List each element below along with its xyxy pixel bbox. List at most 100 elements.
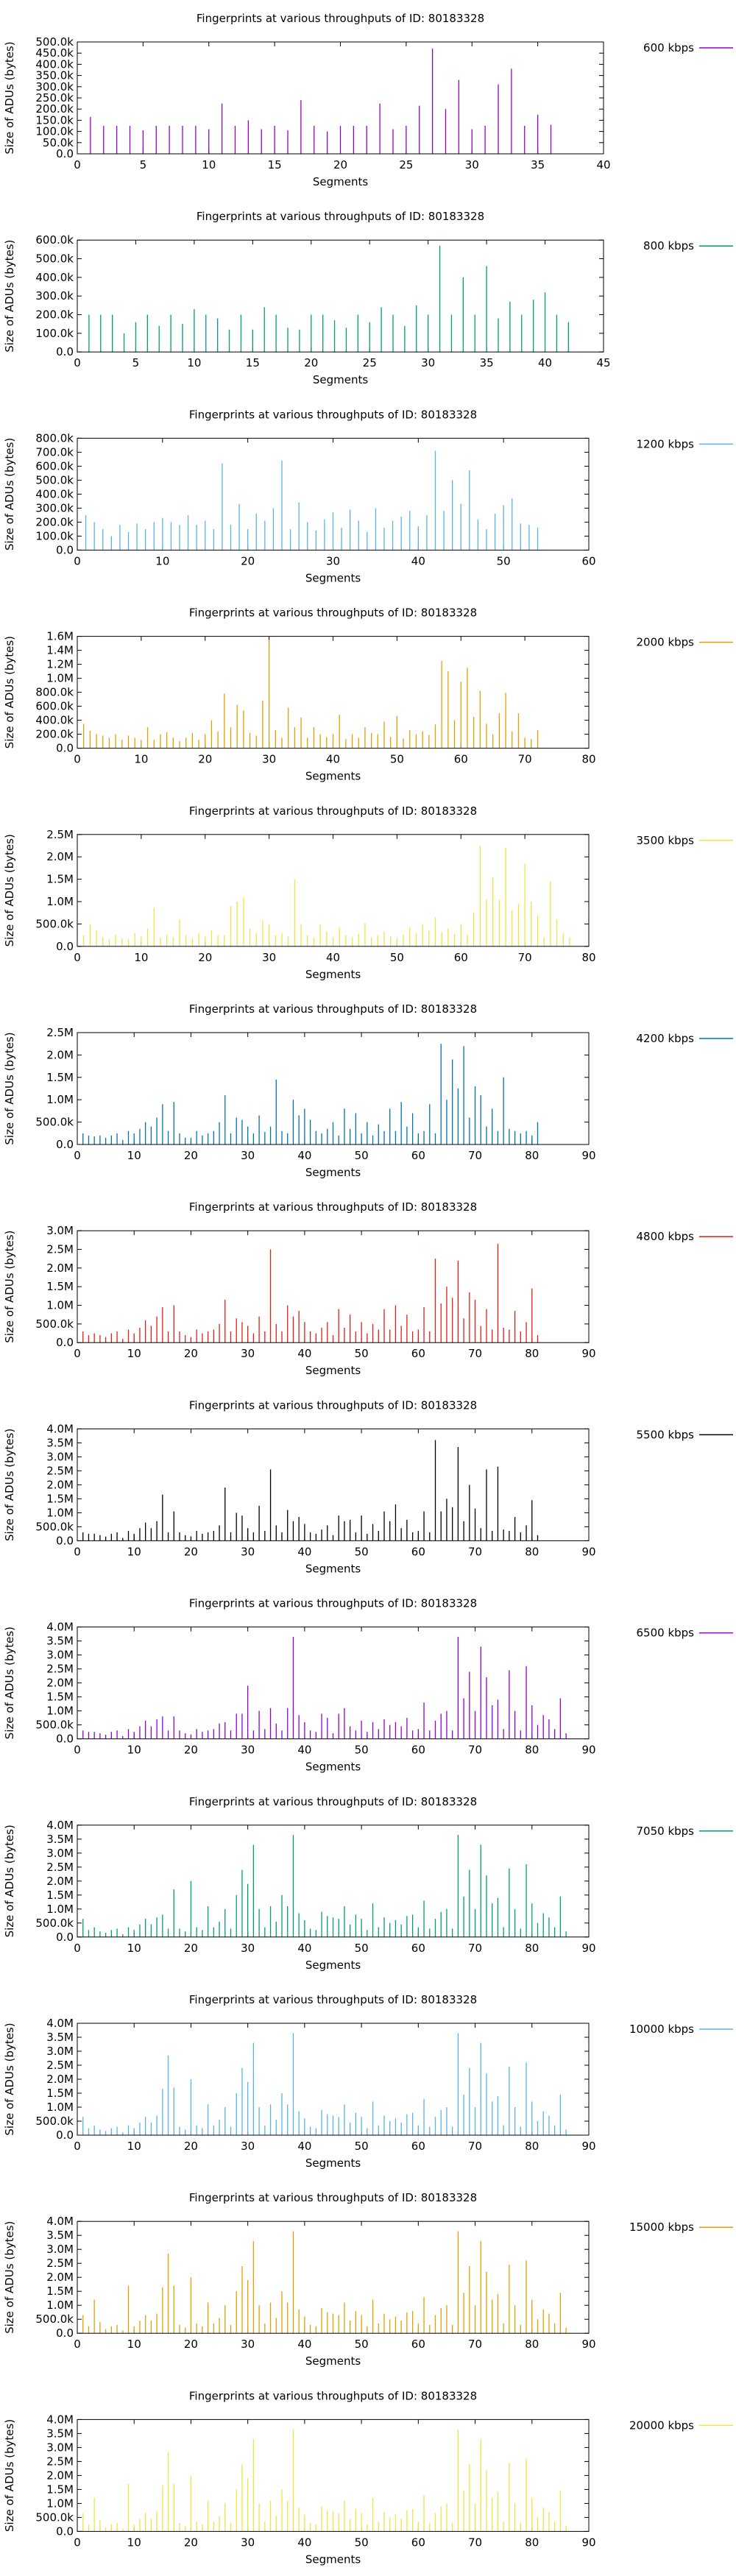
x-tick-label: 20: [184, 1149, 198, 1162]
y-tick-label: 500.0k: [35, 1719, 74, 1732]
x-tick-label: 0: [74, 1149, 81, 1162]
x-tick-label: 90: [581, 1545, 595, 1558]
x-tick-label: 60: [454, 753, 468, 766]
x-tick-label: 0: [74, 2140, 81, 2153]
x-tick-label: 50: [355, 2140, 369, 2153]
y-tick-label: 2.0M: [46, 1048, 74, 1061]
y-tick-label: 0.0: [56, 940, 74, 953]
x-tick-label: 25: [399, 158, 413, 171]
chart-panel: Fingerprints at various throughputs of I…: [3, 1597, 733, 1774]
x-tick-label: 20: [184, 2338, 198, 2351]
x-tick-label: 20: [184, 1942, 198, 1955]
y-tick-label: 500.0k: [35, 35, 74, 49]
y-tick-label: 3.5M: [46, 1436, 74, 1449]
x-tick-label: 30: [465, 158, 479, 171]
y-tick-label: 150.0k: [35, 113, 74, 127]
x-axis-label: Segments: [313, 175, 369, 188]
x-axis-label: Segments: [305, 1761, 361, 1774]
legend-label: 7050 kbps: [637, 1825, 695, 1838]
y-tick-label: 4.0M: [46, 1422, 74, 1435]
x-tick-label: 80: [525, 1942, 539, 1955]
y-tick-label: 1.0M: [46, 895, 74, 908]
plot-frame: [77, 1428, 590, 1541]
x-tick-label: 50: [355, 1545, 369, 1558]
y-tick-label: 500.0k: [35, 1917, 74, 1930]
y-tick-label: 3.0M: [46, 1224, 74, 1237]
x-tick-label: 80: [525, 2338, 539, 2351]
x-tick-label: 40: [297, 2338, 311, 2351]
y-tick-label: 0.0: [56, 742, 74, 755]
x-tick-label: 10: [127, 1744, 141, 1757]
y-tick-label: 4.0M: [46, 1819, 74, 1832]
y-tick-label: 500.0k: [35, 1116, 74, 1129]
y-tick-label: 2.0M: [46, 2073, 74, 2086]
legend-label: 1200 kbps: [637, 437, 695, 450]
x-tick-label: 10: [127, 1149, 141, 1162]
y-tick-label: 2.5M: [46, 1464, 74, 1477]
x-tick-label: 40: [297, 1545, 311, 1558]
x-tick-label: 20: [304, 356, 318, 369]
y-tick-label: 300.0k: [35, 80, 74, 93]
chart-title: Fingerprints at various throughputs of I…: [189, 1597, 477, 1610]
plot-frame: [77, 1825, 590, 1938]
chart-title: Fingerprints at various throughputs of I…: [189, 2191, 477, 2204]
x-tick-label: 40: [538, 356, 552, 369]
legend-label: 800 kbps: [643, 239, 694, 252]
y-tick-label: 3.5M: [46, 2229, 74, 2242]
y-axis-label: Size of ADUs (bytes): [3, 2023, 16, 2135]
y-tick-label: 2.5M: [46, 1861, 74, 1874]
chart-panel: Fingerprints at various throughputs of I…: [3, 2389, 733, 2566]
x-tick-label: 80: [525, 1744, 539, 1757]
y-axis-label: Size of ADUs (bytes): [3, 1825, 16, 1937]
y-tick-label: 2.0M: [46, 850, 74, 863]
chart-panel: Fingerprints at various throughputs of I…: [3, 1200, 733, 1377]
x-tick-label: 10: [134, 951, 148, 964]
y-tick-label: 500.0k: [35, 252, 74, 266]
y-tick-label: 1.5M: [46, 1492, 74, 1505]
x-tick-label: 60: [411, 2338, 425, 2351]
plot-frame: [77, 1627, 590, 1740]
y-tick-label: 400.0k: [35, 487, 74, 500]
x-tick-label: 20: [184, 1744, 198, 1757]
x-tick-label: 15: [246, 356, 260, 369]
x-tick-label: 40: [411, 554, 425, 567]
y-axis-label: Size of ADUs (bytes): [3, 41, 16, 154]
chart-panel: Fingerprints at various throughputs of I…: [3, 12, 733, 188]
y-tick-label: 4.0M: [46, 1621, 74, 1634]
y-tick-label: 1.0M: [46, 1093, 74, 1106]
x-tick-label: 50: [390, 753, 404, 766]
y-tick-label: 0.0: [56, 1534, 74, 1547]
x-tick-label: 90: [581, 1347, 595, 1360]
x-tick-label: 70: [468, 2140, 482, 2153]
x-tick-label: 60: [411, 1149, 425, 1162]
y-axis-label: Size of ADUs (bytes): [3, 2221, 16, 2334]
x-axis-label: Segments: [305, 1166, 361, 1179]
x-tick-label: 70: [468, 1347, 482, 1360]
x-tick-label: 70: [468, 1545, 482, 1558]
plot-frame: [77, 437, 590, 551]
x-axis-label: Segments: [305, 2156, 361, 2170]
y-tick-label: 3.0M: [46, 2243, 74, 2256]
x-tick-label: 90: [581, 1942, 595, 1955]
x-tick-label: 10: [187, 356, 201, 369]
y-tick-label: 200.0k: [35, 728, 74, 741]
chart-title: Fingerprints at various throughputs of I…: [189, 1200, 477, 1214]
x-axis-label: Segments: [305, 1958, 361, 1972]
x-tick-label: 15: [268, 158, 282, 171]
x-tick-label: 20: [184, 1545, 198, 1558]
x-tick-label: 50: [355, 1744, 369, 1757]
y-tick-label: 1.5M: [46, 2087, 74, 2100]
chart-panel: Fingerprints at various throughputs of I…: [3, 2191, 733, 2368]
y-tick-label: 1.5M: [46, 2483, 74, 2496]
y-tick-label: 1.0M: [46, 2101, 74, 2114]
y-tick-label: 600.0k: [35, 459, 74, 473]
x-axis-label: Segments: [305, 571, 361, 584]
x-tick-label: 0: [74, 753, 81, 766]
x-tick-label: 40: [326, 753, 340, 766]
x-tick-label: 40: [326, 951, 340, 964]
chart-title: Fingerprints at various throughputs of I…: [189, 2389, 477, 2402]
y-tick-label: 500.0k: [35, 1317, 74, 1331]
x-tick-label: 90: [581, 2536, 595, 2549]
x-tick-label: 60: [411, 1744, 425, 1757]
y-tick-label: 500.0k: [35, 2510, 74, 2524]
